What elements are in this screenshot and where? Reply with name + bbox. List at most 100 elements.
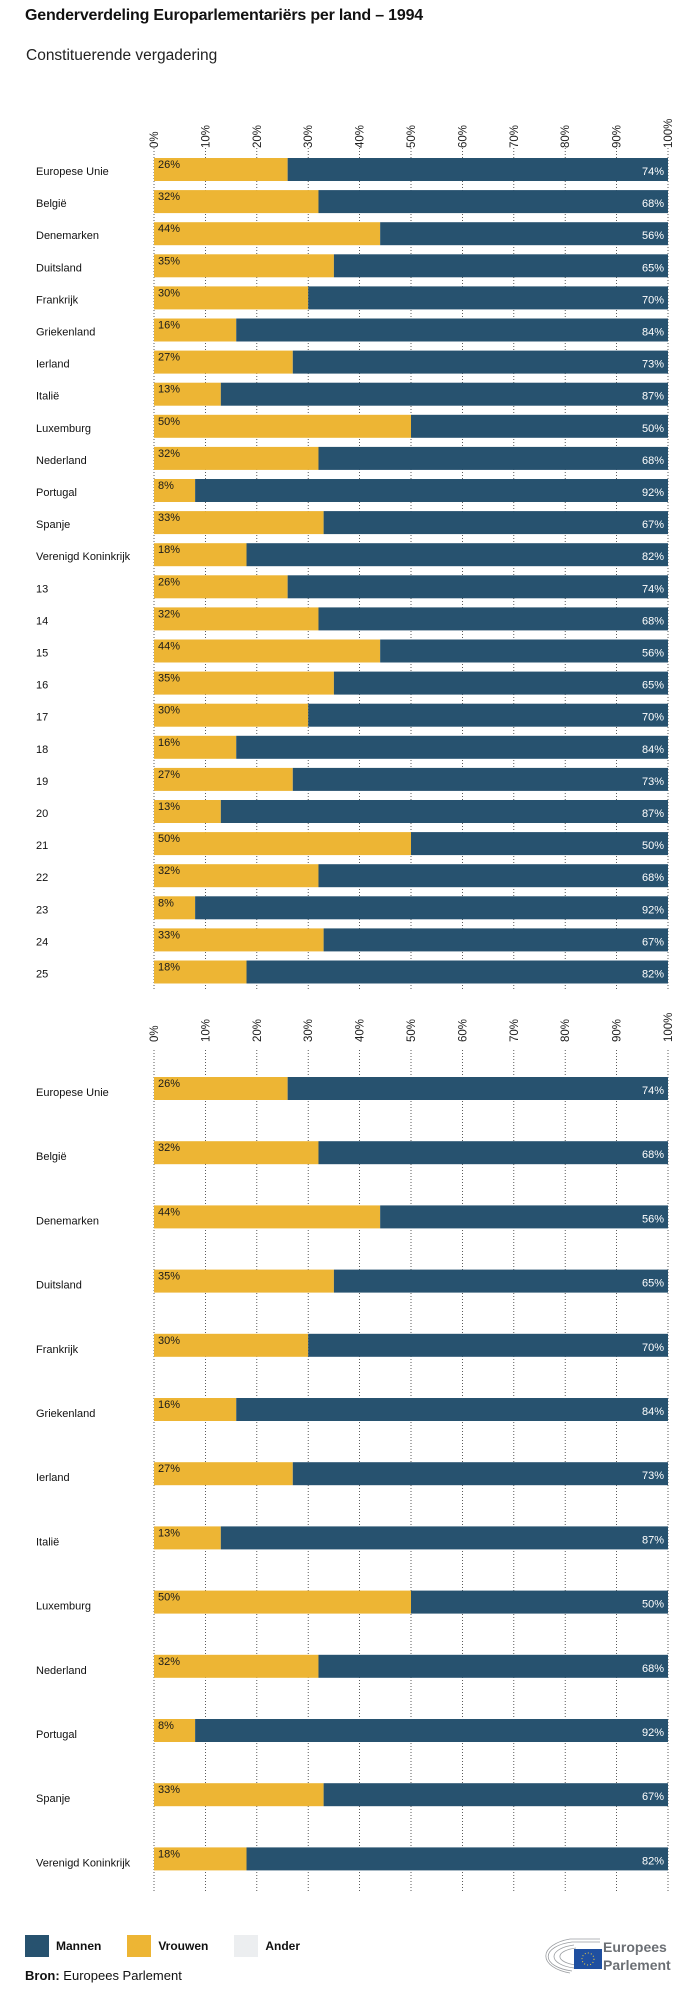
bar-vrouwen	[154, 671, 334, 695]
bar-vrouwen	[154, 1398, 237, 1421]
x-tick-label: 50%	[406, 1019, 418, 1042]
data-label-mannen: 67%	[642, 936, 664, 948]
data-label-mannen: 56%	[642, 1213, 664, 1225]
category-label: 18	[36, 744, 48, 756]
data-label-mannen: 50%	[642, 423, 664, 435]
data-label-mannen: 87%	[642, 808, 664, 820]
bar-vrouwen	[154, 703, 309, 727]
data-label-vrouwen: 35%	[158, 1271, 180, 1283]
category-label: Denemarken	[36, 1215, 99, 1227]
data-label-vrouwen: 18%	[158, 1848, 180, 1860]
category-label: Europese Unie	[36, 166, 109, 178]
data-label-mannen: 87%	[642, 1534, 664, 1546]
bar-vrouwen	[154, 767, 293, 791]
bar-mannen	[220, 800, 668, 823]
x-tick-label: 20%	[252, 125, 264, 148]
data-label-vrouwen: 33%	[158, 1784, 180, 1796]
data-label-vrouwen: 16%	[158, 737, 180, 749]
bar-mannen	[195, 1719, 668, 1742]
bar-vrouwen	[154, 318, 237, 342]
category-label: Denemarken	[36, 230, 99, 242]
category-label: 24	[36, 936, 48, 948]
bar-vrouwen	[154, 896, 196, 920]
category-label: Italië	[36, 1536, 59, 1548]
x-tick-label: 100%	[663, 1013, 675, 1042]
category-label: Luxemburg	[36, 1601, 91, 1613]
data-label-mannen: 56%	[642, 230, 664, 242]
bar-mannen	[380, 222, 668, 246]
legend-swatch-ander	[234, 1935, 259, 1957]
data-label-vrouwen: 30%	[158, 287, 180, 299]
bar-mannen	[308, 1333, 668, 1357]
data-label-vrouwen: 26%	[158, 576, 180, 588]
legend-item-vrouwen: Vrouwen	[127, 1935, 208, 1957]
bar-vrouwen	[154, 446, 319, 470]
source-note: Bron: Europees Parlement	[25, 1968, 182, 1983]
bar-vrouwen	[154, 254, 334, 278]
category-label: Italië	[36, 391, 59, 403]
category-label: 23	[36, 904, 48, 916]
category-label: 13	[36, 583, 48, 595]
data-label-mannen: 87%	[642, 391, 664, 403]
chart-subtitle: Constituerende vergadering	[26, 47, 218, 64]
data-label-vrouwen: 50%	[158, 416, 180, 428]
x-tick-label: 90%	[612, 1019, 624, 1042]
data-label-mannen: 73%	[642, 1470, 664, 1482]
data-label-mannen: 67%	[642, 1791, 664, 1803]
source-text: Europees Parlement	[63, 1968, 182, 1983]
bar-mannen	[246, 543, 668, 567]
bar-vrouwen	[154, 190, 319, 214]
bar-vrouwen	[154, 735, 237, 759]
data-label-vrouwen: 27%	[158, 769, 180, 781]
data-label-mannen: 74%	[642, 1085, 664, 1097]
legend-swatch-vrouwen	[127, 1935, 152, 1957]
bar-mannen	[318, 190, 668, 214]
category-label: 21	[36, 840, 48, 852]
data-label-mannen: 65%	[642, 680, 664, 692]
bar-mannen	[308, 703, 668, 727]
data-label-mannen: 92%	[642, 1727, 664, 1739]
data-label-mannen: 70%	[642, 294, 664, 306]
data-label-vrouwen: 26%	[158, 1078, 180, 1090]
eu-flag-icon	[574, 1949, 602, 1969]
data-label-vrouwen: 27%	[158, 352, 180, 364]
legend-item-ander: Ander	[234, 1935, 300, 1957]
source-label: Bron:	[25, 1968, 60, 1983]
bar-vrouwen	[154, 1590, 411, 1614]
category-label: 15	[36, 648, 48, 660]
bar-mannen	[292, 350, 668, 374]
data-label-vrouwen: 18%	[158, 544, 180, 556]
data-label-mannen: 73%	[642, 776, 664, 788]
category-label: 17	[36, 712, 48, 724]
data-label-vrouwen: 30%	[158, 1335, 180, 1347]
data-label-vrouwen: 33%	[158, 929, 180, 941]
bar-vrouwen	[154, 1141, 319, 1165]
bar-mannen	[236, 318, 669, 342]
bar-mannen	[220, 382, 668, 406]
data-label-vrouwen: 8%	[158, 897, 174, 909]
bar-vrouwen	[154, 800, 221, 823]
bar-vrouwen	[154, 1077, 288, 1100]
category-label: Griekenland	[36, 327, 95, 339]
category-label: Frankrijk	[36, 294, 79, 306]
logo-line2: Parlement	[603, 1957, 671, 1973]
chart-2: 0% 10% 20% 30% 40% 50% 60% 70% 80% 90% 100% Europes…	[36, 1013, 675, 1893]
data-label-mannen: 70%	[642, 1342, 664, 1354]
legend-label: Vrouwen	[158, 1939, 209, 1953]
category-label: 20	[36, 808, 48, 820]
bar-vrouwen	[154, 1462, 293, 1486]
bar-vrouwen	[154, 158, 288, 181]
data-label-mannen: 82%	[642, 1855, 664, 1867]
bar-vrouwen	[154, 382, 221, 406]
bar-mannen	[380, 639, 668, 663]
x-tick-label: 80%	[560, 1019, 572, 1042]
bar-vrouwen	[154, 928, 324, 952]
data-label-mannen: 68%	[642, 198, 664, 210]
bar-vrouwen	[154, 1526, 221, 1550]
data-label-vrouwen: 32%	[158, 448, 180, 460]
bar-mannen	[333, 254, 668, 278]
bar-mannen	[220, 1526, 668, 1550]
category-label: Duitsland	[36, 262, 82, 274]
x-tick-label: 60%	[457, 1019, 469, 1042]
category-label: Duitsland	[36, 1280, 82, 1292]
